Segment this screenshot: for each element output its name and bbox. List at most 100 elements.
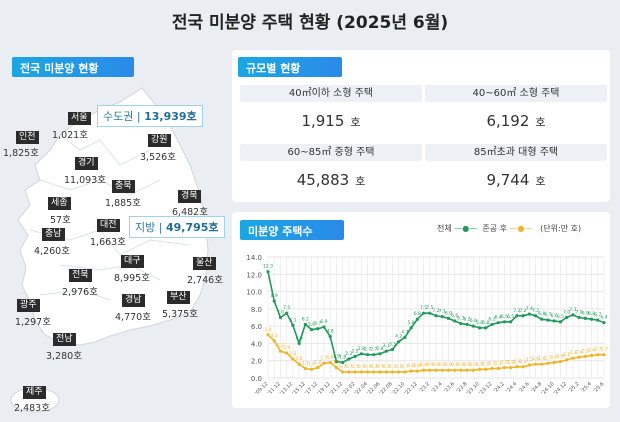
data-label: 4.0 — [296, 335, 303, 341]
data-label: 6.9 — [582, 310, 589, 316]
data-label: 6.3 — [457, 316, 464, 322]
data-label: 7.2 — [520, 308, 527, 314]
data-point — [390, 370, 395, 374]
page-title: 전국 미분양 주택 현황 (2025년 6월) — [171, 13, 449, 33]
data-label: 1.5 — [526, 357, 533, 363]
data-point — [347, 370, 351, 374]
data-point — [540, 317, 544, 321]
data-label: 1.8 — [551, 354, 558, 360]
data-point — [303, 366, 307, 371]
data-point — [515, 314, 519, 318]
data-point — [521, 365, 525, 369]
data-label: 1.8 — [339, 354, 346, 360]
x-tick-label: '24.12 — [553, 381, 568, 396]
region-value: 2,746호 — [187, 275, 223, 286]
data-point — [565, 315, 569, 320]
x-tick-label: '23.12 — [478, 381, 493, 396]
data-label: 1.9 — [333, 354, 340, 360]
data-point — [471, 368, 475, 372]
data-label: 2.4 — [576, 349, 583, 355]
x-tick-label: '23.4 — [431, 381, 444, 394]
x-tick-label: '23.2 — [418, 381, 431, 394]
data-label: 1.3 — [520, 359, 527, 365]
data-label: 6.4 — [495, 315, 502, 321]
line-chart: 0.02.04.06.08.010.012.014.0'09.12'11.12'… — [246, 254, 607, 397]
data-point — [341, 370, 345, 374]
data-label: 6.8 — [538, 311, 545, 317]
region-value: 2,976호 — [62, 287, 98, 298]
data-label: 1.7 — [320, 355, 327, 361]
data-label: 3.1 — [277, 343, 284, 349]
legend-completed-marker: —●— — [509, 224, 533, 233]
data-point — [546, 361, 550, 365]
region-value: 1,297호 — [15, 317, 51, 328]
data-label: 2.7 — [364, 347, 371, 353]
data-point — [365, 353, 370, 357]
data-label: 6.2 — [464, 316, 471, 322]
data-point — [316, 327, 320, 331]
data-label: 1.8 — [327, 354, 334, 360]
region-value: 57호 — [50, 215, 71, 226]
data-point — [278, 349, 283, 353]
x-tick-label: '24.6 — [518, 381, 531, 394]
data-label: 0.7 — [339, 364, 346, 370]
data-point — [509, 366, 513, 370]
data-label: 1.0 — [476, 361, 483, 367]
data-label: 2.5 — [582, 348, 589, 354]
data-label: 4.3 — [271, 333, 278, 339]
region-label: 전남 — [53, 333, 76, 346]
data-point — [484, 367, 488, 371]
data-point — [527, 363, 531, 367]
data-point — [428, 311, 432, 315]
data-label: 1.2 — [333, 360, 340, 366]
data-label: 6.7 — [544, 312, 551, 318]
region-value: 3,280호 — [46, 351, 82, 362]
data-label: 3.3 — [389, 341, 396, 347]
map-section-label: 전국 미분양 현황 — [12, 57, 134, 77]
legend-completed: 준공 후 — [482, 224, 507, 233]
data-point — [397, 340, 401, 344]
legend-total: 전체 — [437, 224, 452, 233]
x-tick-label: '25.4 — [580, 381, 593, 394]
data-label: 1.9 — [557, 354, 564, 360]
data-label: 6.6 — [451, 313, 458, 319]
data-point — [415, 369, 419, 373]
region-value: 1,021호 — [52, 130, 88, 141]
data-label: 6.7 — [594, 312, 601, 318]
data-label: 0.7 — [370, 364, 377, 370]
region-label: 부산 — [167, 291, 190, 304]
data-label: 4.8 — [327, 329, 334, 335]
data-label: 6.6 — [551, 313, 558, 319]
region-label: 광주 — [17, 299, 40, 312]
data-label: 5.9 — [320, 319, 327, 325]
data-point — [577, 355, 581, 359]
data-point — [365, 370, 370, 374]
data-point — [384, 370, 388, 374]
data-label: 0.9 — [445, 362, 452, 368]
data-label: 0.9 — [470, 362, 477, 368]
data-label: 6.8 — [414, 311, 421, 317]
data-label: 6.9 — [445, 310, 452, 316]
data-point — [372, 370, 376, 374]
region-label: 세종 — [48, 197, 71, 210]
data-label: 5.8 — [476, 320, 483, 326]
korea-map — [10, 87, 209, 413]
data-point — [434, 314, 438, 318]
region-label: 대구 — [121, 255, 144, 268]
data-label: 0.7 — [389, 364, 396, 370]
size-cell: 85㎡초과 대형 주택 9,744 호 — [425, 144, 607, 189]
data-label: 1.2 — [501, 360, 508, 366]
region-value: 3,526호 — [140, 152, 176, 163]
data-point — [477, 326, 482, 330]
size-value: 1,915 — [301, 112, 345, 130]
data-point — [583, 316, 587, 320]
data-label: 0.9 — [426, 362, 433, 368]
data-label: 5.8 — [482, 320, 489, 326]
data-point — [266, 333, 270, 337]
data-point — [309, 328, 314, 332]
data-point — [421, 368, 426, 372]
data-point — [571, 356, 575, 360]
data-point — [353, 370, 357, 374]
data-point — [409, 369, 413, 373]
data-point — [440, 368, 444, 372]
